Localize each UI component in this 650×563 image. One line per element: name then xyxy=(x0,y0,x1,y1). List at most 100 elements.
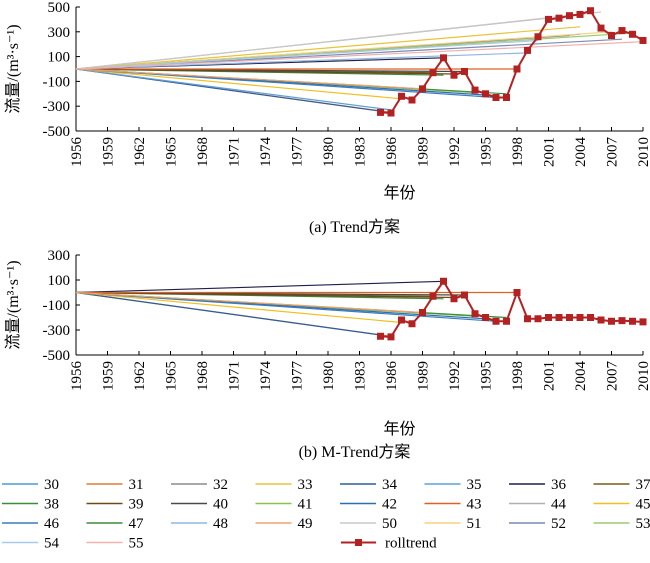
legend-item-46: 46 xyxy=(2,516,60,532)
x-tick-label: 2001 xyxy=(542,137,558,167)
x-tick-label: 1974 xyxy=(258,361,274,392)
legend-item-44: 44 xyxy=(509,497,567,513)
y-tick-label: 500 xyxy=(48,0,71,16)
series-line-46 xyxy=(75,68,497,99)
legend-label: 53 xyxy=(636,516,650,532)
x-tick-label: 1962 xyxy=(132,361,148,391)
data-point-rolltrend xyxy=(566,12,573,20)
series-line-46 xyxy=(75,291,497,322)
legend-item-41: 41 xyxy=(255,497,313,513)
data-point-rolltrend xyxy=(534,315,542,323)
data-point-rolltrend xyxy=(377,332,384,340)
x-tick-label: 1962 xyxy=(132,137,148,167)
legend-label: 45 xyxy=(636,497,650,513)
data-point-rolltrend xyxy=(398,316,405,324)
series-line-49 xyxy=(75,68,423,90)
x-tick-label: 2010 xyxy=(636,137,650,167)
x-tick-label: 1968 xyxy=(195,361,211,391)
x-axis-label: 年份 xyxy=(383,420,415,438)
series-line-45 xyxy=(75,291,402,324)
series-line-36 xyxy=(75,280,444,294)
legend-label: 32 xyxy=(213,477,228,493)
x-tick-label: 1968 xyxy=(195,137,211,167)
panel-caption: (a) Trend方案 xyxy=(309,218,400,236)
legend-item-55: 55 xyxy=(86,536,144,552)
legend-item-53: 53 xyxy=(593,516,650,532)
legend-item-47: 47 xyxy=(86,516,144,532)
x-tick-label: 1998 xyxy=(510,137,526,167)
legend-label: 31 xyxy=(129,477,144,493)
data-point-rolltrend xyxy=(513,289,521,296)
chart-panel-a: -500 -300 -100 100 300 500 1956 1959 1962 1965 196… xyxy=(4,0,650,236)
legend-item-42: 42 xyxy=(340,497,397,513)
legend-label: 48 xyxy=(213,516,228,532)
series-line-50 xyxy=(75,11,602,70)
legend-label: 39 xyxy=(129,497,144,513)
legend-label: 36 xyxy=(551,477,567,493)
x-tick-label: 1998 xyxy=(510,361,526,391)
x-tick-label: 1995 xyxy=(479,361,495,391)
data-point-rolltrend xyxy=(408,320,416,328)
legend-label: 46 xyxy=(44,516,60,532)
x-tick-label: 1992 xyxy=(447,361,463,391)
data-point-rolltrend xyxy=(492,317,500,325)
y-tick-label: 100 xyxy=(48,50,71,66)
data-point-rolltrend xyxy=(618,27,626,35)
x-tick-label: 2001 xyxy=(542,361,558,391)
data-point-rolltrend xyxy=(629,30,636,38)
legend-item-40: 40 xyxy=(171,497,228,513)
legend-item-39: 39 xyxy=(86,497,144,513)
legend-item-31: 31 xyxy=(86,477,144,493)
x-tick-label: 2004 xyxy=(573,361,589,392)
x-tick-label: 1980 xyxy=(321,137,337,167)
legend-item-30: 30 xyxy=(2,477,59,493)
y-axis-label: 流量/(m³·s⁻¹) xyxy=(4,260,22,349)
x-tick-label: 2007 xyxy=(605,137,621,168)
legend-label: 37 xyxy=(636,477,650,493)
series-line-55 xyxy=(75,41,644,70)
legend-item-33: 33 xyxy=(255,477,313,493)
legend-label: 44 xyxy=(551,497,567,513)
chart-panel-b: -500 -300 -100 100 300 1956 1959 1962 1965 1968 19… xyxy=(4,248,650,461)
x-tick-label: 1977 xyxy=(290,137,306,168)
data-point-rolltrend xyxy=(534,33,542,41)
x-tick-label: 1983 xyxy=(353,361,369,391)
legend-label: 40 xyxy=(213,497,228,513)
data-point-rolltrend xyxy=(503,317,510,325)
y-tick-label: -100 xyxy=(43,74,71,90)
legend-item-50: 50 xyxy=(340,516,397,532)
data-point-rolltrend xyxy=(429,292,437,300)
series-line-33 xyxy=(75,26,581,70)
x-tick-label: 2010 xyxy=(636,361,650,391)
x-tick-label: 1965 xyxy=(164,361,180,391)
data-point-rolltrend xyxy=(387,333,395,341)
data-point-rolltrend xyxy=(524,315,531,323)
y-tick-label: 100 xyxy=(48,273,71,289)
y-tick-label: -300 xyxy=(43,323,71,339)
x-tick-label: 1956 xyxy=(69,361,85,392)
data-point-rolltrend xyxy=(482,314,489,321)
series-line-54 xyxy=(75,39,539,70)
legend-label: rolltrend xyxy=(385,536,437,552)
x-tick-label: 1959 xyxy=(101,361,117,391)
data-point-rolltrend xyxy=(545,314,552,321)
data-point-rolltrend xyxy=(587,7,594,15)
data-point-rolltrend xyxy=(555,14,563,22)
legend-label: 52 xyxy=(551,516,566,532)
y-tick-label: -300 xyxy=(43,99,71,115)
y-tick-label: -100 xyxy=(43,298,71,314)
data-point-rolltrend xyxy=(576,314,584,321)
data-point-rolltrend xyxy=(419,309,426,316)
legend-label: 49 xyxy=(298,516,313,532)
data-point-rolltrend xyxy=(450,71,458,79)
legend-label: 51 xyxy=(467,516,482,532)
data-point-rolltrend xyxy=(503,94,510,102)
legend-item-49: 49 xyxy=(255,516,313,532)
series-line-48 xyxy=(75,52,528,70)
data-point-rolltrend xyxy=(587,314,594,321)
y-tick-label: -500 xyxy=(43,124,71,140)
data-point-rolltrend xyxy=(545,15,552,23)
data-point-rolltrend xyxy=(555,314,563,321)
data-point-rolltrend xyxy=(608,317,615,325)
